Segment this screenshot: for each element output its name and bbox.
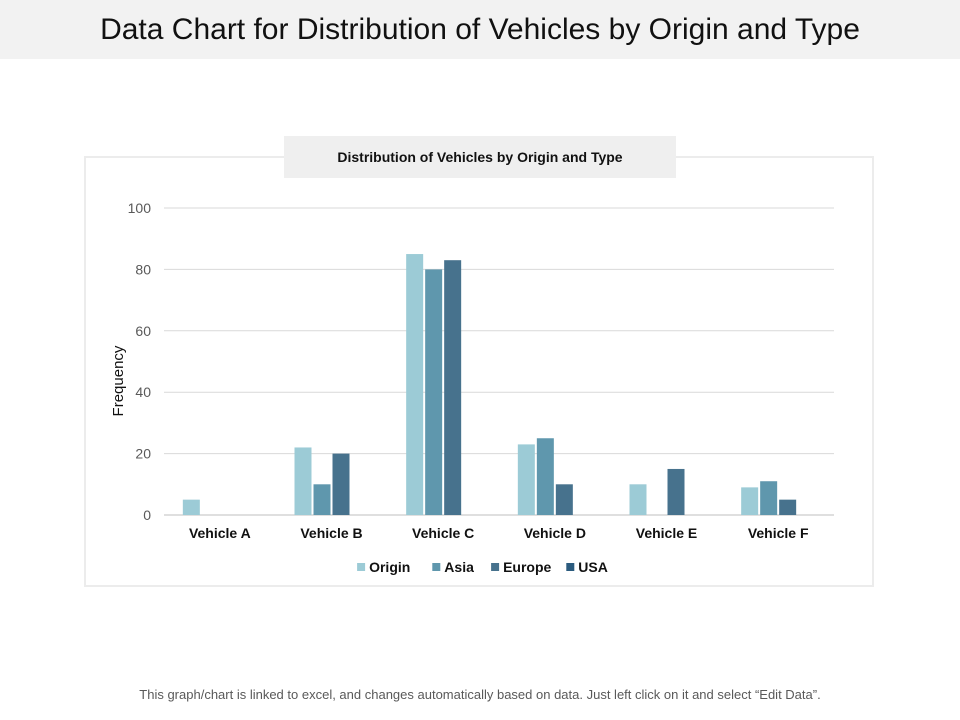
bar: [517, 444, 535, 515]
bar: [741, 487, 759, 515]
x-tick-label: Vehicle F: [748, 525, 809, 541]
bar: [294, 447, 312, 515]
title-bar: Data Chart for Distribution of Vehicles …: [0, 0, 960, 59]
bar: [332, 453, 350, 515]
legend-swatch: [566, 563, 575, 571]
bar: [629, 484, 647, 515]
bar: [444, 260, 462, 515]
legend-label: USA: [578, 559, 608, 575]
bar: [406, 254, 424, 516]
legend-label: Europe: [503, 559, 551, 575]
bar: [779, 499, 797, 515]
x-tick-label: Vehicle D: [524, 525, 586, 541]
y-axis-label: Frequency: [110, 345, 127, 416]
bar: [536, 438, 554, 515]
y-tick-label: 20: [135, 446, 151, 462]
y-tick-label: 60: [135, 323, 151, 339]
x-tick-label: Vehicle E: [636, 525, 697, 541]
y-tick-label: 0: [143, 507, 151, 523]
x-tick-label: Vehicle C: [412, 525, 474, 541]
legend-swatch: [357, 563, 366, 571]
legend-swatch: [432, 563, 441, 571]
bar: [313, 484, 331, 515]
legend-label: Origin: [369, 559, 410, 575]
y-tick-label: 100: [128, 200, 152, 216]
footer-note: This graph/chart is linked to excel, and…: [139, 687, 821, 702]
page-title: Data Chart for Distribution of Vehicles …: [100, 12, 860, 46]
legend-label: Asia: [444, 559, 474, 575]
bar: [667, 468, 685, 515]
bar: [760, 481, 778, 515]
bar: [555, 484, 573, 515]
y-tick-label: 80: [135, 261, 151, 277]
chart-title: Distribution of Vehicles by Origin and T…: [284, 136, 676, 178]
x-tick-label: Vehicle B: [300, 525, 362, 541]
bar: [182, 499, 200, 515]
bar: [425, 269, 443, 515]
x-tick-label: Vehicle A: [189, 525, 251, 541]
legend-swatch: [491, 563, 500, 571]
y-tick-label: 40: [135, 384, 151, 400]
